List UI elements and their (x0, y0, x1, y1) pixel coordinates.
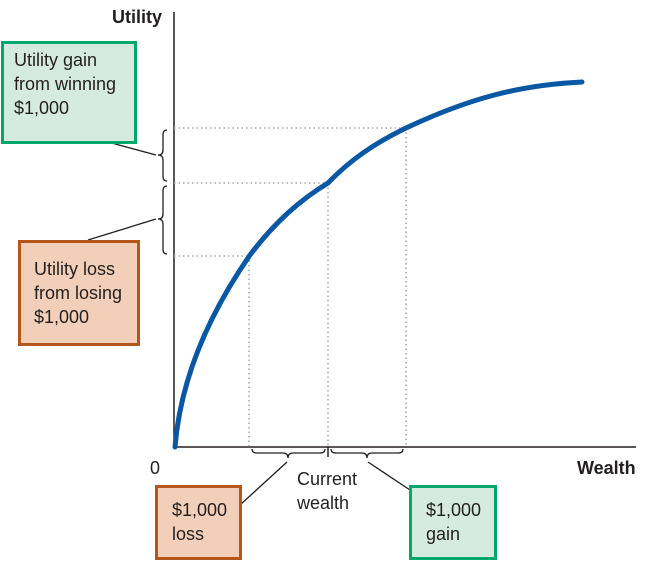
utility-loss-leader (87, 218, 157, 241)
guide-lines (174, 127, 407, 447)
leader-lines (87, 141, 411, 506)
utility-loss-brace (157, 185, 168, 255)
wealth-braces (251, 448, 404, 459)
wealth-loss-box: $1,000 loss (155, 485, 242, 560)
wealth-gain-brace (330, 448, 404, 459)
wealth-gain-box: $1,000 gain (409, 485, 497, 560)
utility-gain-box: Utility gain from winning $1,000 (1, 41, 137, 144)
wealth-loss-leader (239, 461, 288, 506)
utility-curve (172, 79, 585, 450)
wealth-loss-brace (251, 448, 326, 459)
origin-label: 0 (150, 458, 161, 478)
current-wealth-label: Current wealth (297, 469, 358, 513)
utility-gain-brace (157, 129, 168, 182)
utility-braces (157, 129, 168, 255)
x-axis-title: Wealth (577, 458, 636, 478)
y-axis-title: Utility (112, 7, 163, 27)
utility-gain-leader (107, 141, 157, 156)
wealth-gain-leader (367, 461, 411, 491)
utility-loss-box: Utility loss from losing $1,000 (18, 240, 140, 346)
